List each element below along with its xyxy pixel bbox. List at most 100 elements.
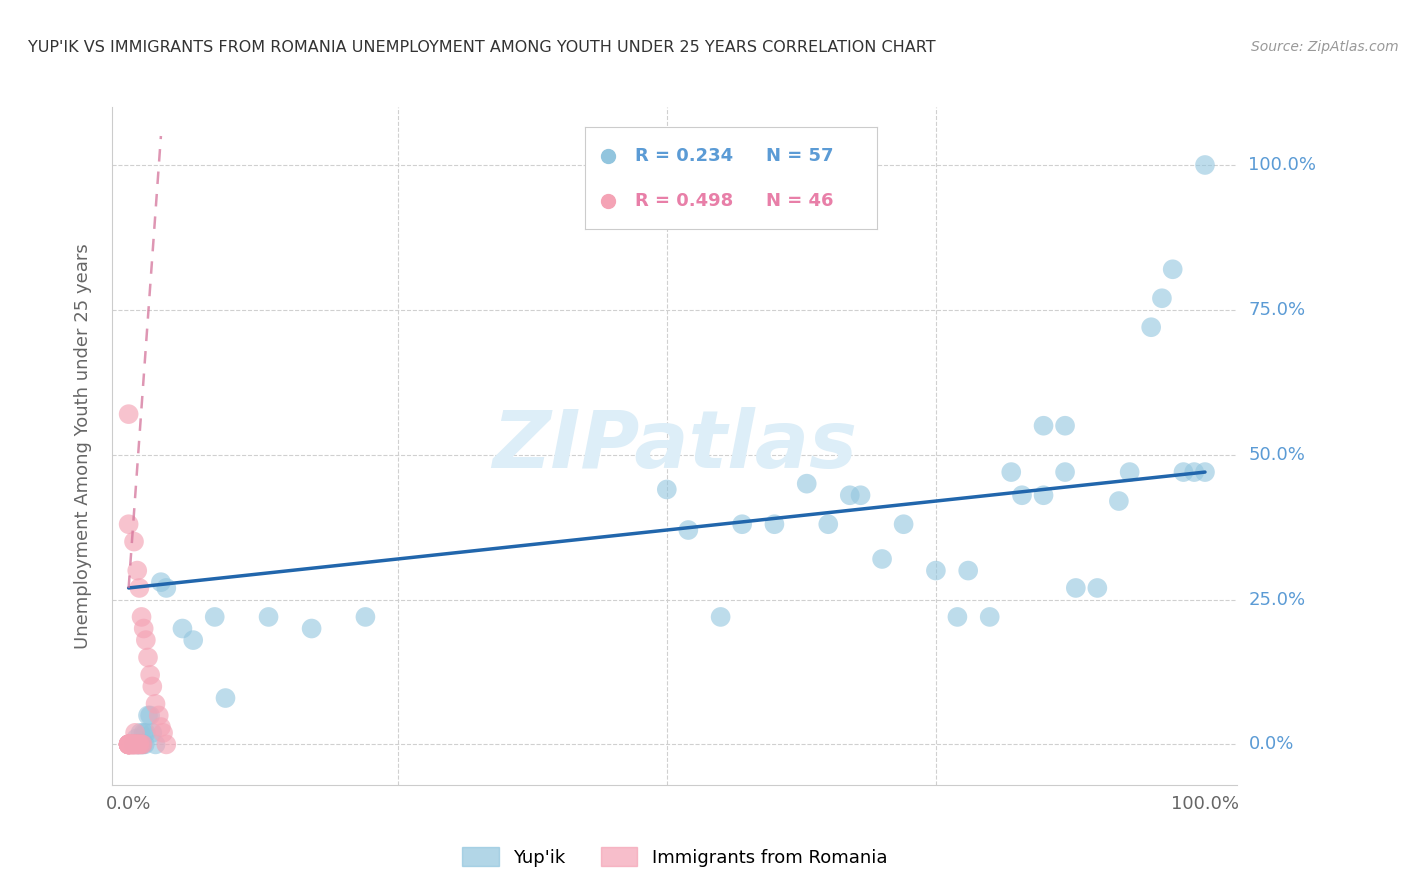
Point [122, 738, 145, 752]
Point [925, 564, 948, 578]
Point [870, 552, 893, 566]
Point [117, 738, 139, 752]
Point [1194, 158, 1216, 172]
Point [131, 738, 153, 752]
Point [122, 738, 145, 752]
Point [129, 726, 152, 740]
Point [131, 738, 153, 752]
Point [136, 650, 159, 665]
Point [127, 738, 149, 752]
Point [128, 738, 150, 752]
Point [132, 726, 155, 740]
Point [120, 738, 142, 752]
Point [1011, 488, 1033, 502]
Point [122, 738, 145, 752]
Point [128, 738, 150, 752]
Point [1054, 418, 1077, 433]
Point [1140, 320, 1163, 334]
Point [817, 517, 839, 532]
Point [136, 708, 159, 723]
Point [152, 726, 174, 740]
Point [117, 517, 139, 532]
Point [117, 738, 139, 752]
Point [172, 622, 194, 636]
Point [957, 564, 980, 578]
Point [1085, 581, 1108, 595]
Legend: Yup'ik, Immigrants from Romania: Yup'ik, Immigrants from Romania [456, 840, 894, 874]
Text: 100.0%: 100.0% [1249, 156, 1316, 174]
Point [117, 738, 139, 752]
Point [117, 738, 139, 752]
Point [122, 738, 145, 752]
Point [1161, 262, 1184, 277]
Point [117, 738, 139, 752]
Point [117, 407, 139, 421]
Point [128, 738, 150, 752]
Point [128, 581, 150, 595]
Point [141, 680, 163, 694]
Point [838, 488, 860, 502]
Point [946, 610, 969, 624]
Point [127, 738, 149, 752]
Point [127, 564, 149, 578]
Point [155, 581, 177, 595]
Point [117, 738, 139, 752]
Point [125, 731, 148, 746]
Point [135, 726, 157, 740]
Point [124, 738, 146, 752]
Point [1032, 488, 1054, 502]
Point [125, 738, 148, 752]
Point [1032, 418, 1054, 433]
Point [117, 738, 139, 752]
Point [117, 738, 139, 752]
Point [149, 575, 172, 590]
Point [125, 738, 148, 752]
Point [1150, 291, 1173, 305]
Point [120, 738, 142, 752]
Point [127, 738, 149, 752]
Text: 50.0%: 50.0% [1249, 446, 1305, 464]
Point [1182, 465, 1205, 479]
Point [257, 610, 280, 624]
Point [121, 738, 143, 752]
Point [131, 738, 153, 752]
Point [134, 738, 156, 752]
Point [139, 708, 162, 723]
Point [145, 738, 167, 752]
Point [148, 708, 170, 723]
Point [354, 610, 377, 624]
Point [849, 488, 872, 502]
Point [1173, 465, 1195, 479]
Point [763, 517, 786, 532]
Point [214, 691, 236, 706]
Point [979, 610, 1001, 624]
Point [678, 523, 700, 537]
Point [301, 622, 323, 636]
Point [155, 738, 177, 752]
Point [117, 738, 139, 752]
Point [131, 738, 153, 752]
Point [1194, 465, 1216, 479]
Text: 25.0%: 25.0% [1249, 591, 1306, 608]
Point [117, 738, 139, 752]
Point [124, 726, 146, 740]
Point [204, 610, 226, 624]
Point [731, 517, 754, 532]
Point [121, 738, 143, 752]
Point [1108, 494, 1130, 508]
Point [122, 534, 145, 549]
Point [145, 697, 167, 711]
Point [120, 738, 142, 752]
Point [1118, 465, 1140, 479]
Text: 75.0%: 75.0% [1249, 301, 1306, 318]
Point [132, 622, 155, 636]
Point [127, 738, 149, 752]
Point [181, 633, 204, 648]
Text: YUP'IK VS IMMIGRANTS FROM ROMANIA UNEMPLOYMENT AMONG YOUTH UNDER 25 YEARS CORREL: YUP'IK VS IMMIGRANTS FROM ROMANIA UNEMPL… [28, 40, 936, 55]
Point [131, 610, 153, 624]
Point [1000, 465, 1022, 479]
Point [139, 668, 162, 682]
Point [655, 483, 678, 497]
Point [122, 738, 145, 752]
Point [796, 476, 818, 491]
